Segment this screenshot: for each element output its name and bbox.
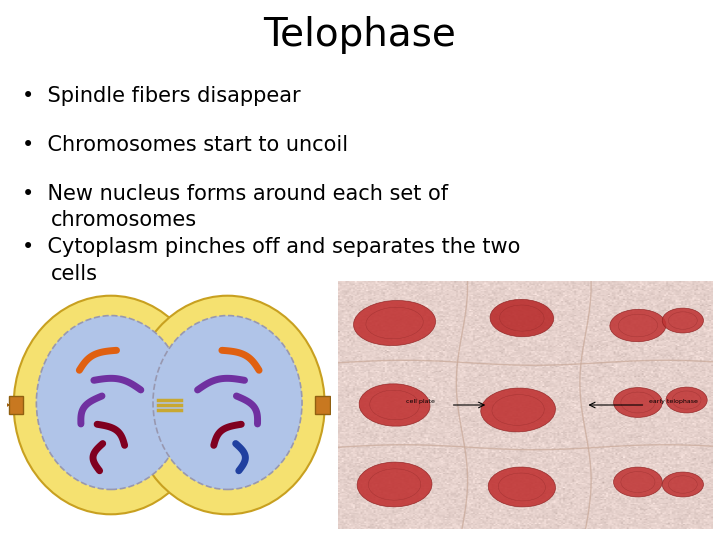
- Text: •  Spindle fibers disappear: • Spindle fibers disappear: [22, 86, 300, 106]
- Ellipse shape: [14, 296, 208, 514]
- Ellipse shape: [357, 462, 432, 507]
- Ellipse shape: [37, 315, 186, 489]
- Ellipse shape: [481, 388, 555, 432]
- Ellipse shape: [354, 300, 436, 346]
- Text: •  Chromosomes start to uncoil: • Chromosomes start to uncoil: [22, 135, 348, 155]
- Text: •  Cytoplasm pinches off and separates the two: • Cytoplasm pinches off and separates th…: [22, 237, 520, 257]
- Text: early telophase: early telophase: [649, 399, 698, 404]
- Ellipse shape: [153, 315, 302, 489]
- Ellipse shape: [359, 384, 430, 426]
- Ellipse shape: [130, 296, 325, 514]
- Bar: [9, 396, 23, 414]
- Ellipse shape: [666, 387, 707, 413]
- Ellipse shape: [613, 467, 662, 497]
- Text: cells: cells: [50, 264, 97, 284]
- Ellipse shape: [610, 309, 666, 342]
- Ellipse shape: [662, 308, 703, 333]
- Text: Telophase: Telophase: [264, 16, 456, 54]
- Ellipse shape: [490, 299, 554, 337]
- Text: cell plate: cell plate: [406, 399, 435, 404]
- Ellipse shape: [662, 472, 703, 497]
- Text: •  New nucleus forms around each set of: • New nucleus forms around each set of: [22, 184, 448, 204]
- Bar: [315, 396, 330, 414]
- Text: chromosomes: chromosomes: [50, 210, 197, 231]
- Ellipse shape: [488, 467, 556, 507]
- Ellipse shape: [613, 388, 662, 417]
